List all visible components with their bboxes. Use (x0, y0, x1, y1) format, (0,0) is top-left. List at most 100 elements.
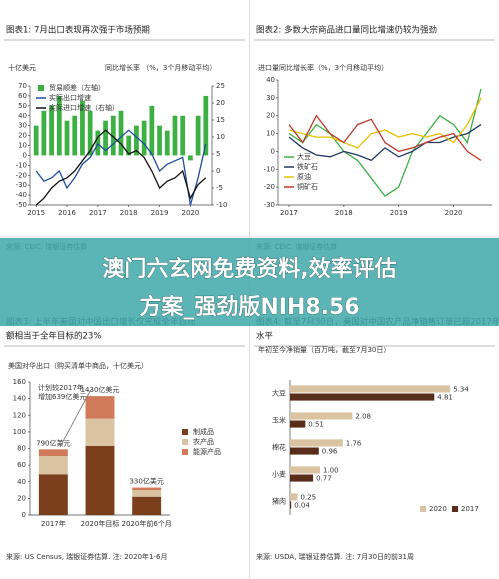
chart-title: 图表1: 7月出口表现再次强于市场预期 (6, 25, 150, 36)
bar (134, 125, 139, 156)
bar (56, 95, 62, 156)
banner-line: 澳门六玄网免费资料,效率评估 (102, 256, 396, 282)
banner: 澳门六玄网免费资料,效率评估 方案_强劲版NIH8.56 (0, 238, 499, 326)
y2-tick-label: -5 (216, 184, 223, 192)
axis-label: 美国对华出口（购买清单中商品，十亿美元） (8, 361, 148, 370)
bar (64, 120, 70, 156)
bar (203, 95, 209, 156)
bar (149, 105, 155, 156)
value-label: 2.08 (355, 412, 371, 420)
y-tick-label: 10 (18, 142, 27, 150)
chart-title: 额相当于全年目标的23% (6, 331, 101, 342)
bar (49, 105, 54, 156)
y-tick-label: 30 (18, 122, 27, 130)
value-label: 0.96 (322, 448, 338, 456)
banner-line: 方案_强劲版NIH8.56 (139, 294, 359, 320)
axis-label: 十亿美元 (8, 63, 36, 72)
y-tick-label: 20 (18, 132, 27, 140)
value-label: 0.25 (301, 493, 317, 501)
y-tick-label: 140 (13, 395, 26, 403)
line (35, 129, 207, 206)
y2-tick-label: -10 (216, 201, 227, 209)
legend-label: 农产品 (193, 437, 214, 446)
y-tick-label: -10 (264, 165, 275, 173)
y2-tick-label: 25 (216, 82, 225, 90)
annotation: 330亿美元 (129, 477, 163, 486)
legend-label: 2020 (429, 505, 447, 513)
bar (132, 487, 162, 491)
bar (290, 385, 451, 393)
bar (180, 115, 186, 156)
bar (188, 155, 193, 161)
legend-swatch (182, 439, 188, 445)
y-tick-label: 小麦 (272, 470, 286, 479)
chart-title: 图表2: 多数大宗商品进口量同比增速仍较为强劲 (256, 25, 437, 36)
y-tick-label: 60 (17, 461, 26, 469)
x-tick-label: 2020年前6个月 (122, 519, 172, 528)
bar (38, 449, 68, 456)
x-tick-label: 2016 (58, 209, 76, 217)
legend-swatch (452, 506, 458, 512)
bar (38, 474, 68, 515)
y-tick-label: 30 (266, 94, 275, 102)
y-tick-label: 40 (266, 76, 275, 84)
x-tick-label: 2020 (445, 209, 463, 217)
x-tick-label: 2017年 (41, 519, 66, 528)
bar (290, 412, 353, 420)
note: 增加639亿美元 (38, 392, 86, 401)
bar (290, 420, 306, 428)
source: 来源: US Census, 瑞银证券估算. 注: 2020年1-6月 (6, 552, 167, 561)
bar (85, 418, 115, 447)
y-tick-label: 棉花 (272, 443, 286, 452)
bar (290, 501, 292, 509)
y-tick-label: 猪肉 (272, 497, 286, 506)
x-tick-label: 2018 (120, 209, 138, 217)
x-tick-label: 2018 (335, 209, 353, 217)
bar (164, 130, 170, 156)
bar (290, 439, 343, 447)
value-label: 0.04 (294, 502, 310, 510)
bar (172, 115, 178, 156)
bar (118, 110, 124, 156)
bar (85, 446, 115, 515)
x-tick-label: 2020 (181, 209, 199, 217)
legend-swatch (38, 85, 44, 91)
y-tick-label: 100 (13, 428, 26, 436)
y-tick-label: 玉米 (272, 416, 286, 425)
value-label: 1.76 (346, 439, 362, 447)
annotation: 1430亿美元 (81, 385, 120, 394)
chart-title: 水平 (256, 331, 274, 342)
line (288, 97, 482, 149)
legend-label: 原油 (297, 172, 311, 181)
bar (290, 474, 314, 482)
y-tick-label: 60 (18, 92, 27, 100)
legend-label: 2017 (461, 505, 479, 513)
y-tick-label: 120 (13, 411, 26, 419)
legend-label: 实际出口增速 (49, 93, 91, 102)
legend-label: 制成品 (193, 427, 214, 436)
y-tick-label: 20 (17, 494, 26, 502)
y-tick-label: 20 (266, 112, 275, 120)
banner-bg (0, 238, 499, 326)
legend-label: 铁矿石 (297, 162, 318, 171)
bar (132, 490, 162, 497)
source: 来源: USDA, 瑞银证券估算. 注: 7月30日的前31周 (256, 552, 414, 561)
legend-label: 能源产品 (193, 447, 221, 456)
bar (80, 100, 85, 156)
bar (126, 135, 132, 156)
x-tick-label: 2019 (151, 209, 169, 217)
legend-label: 大豆 (297, 152, 311, 161)
y-tick-label: 80 (17, 445, 26, 453)
y2-tick-label: 15 (216, 116, 225, 124)
bar (110, 115, 116, 156)
bar (290, 493, 298, 501)
bar (87, 110, 93, 156)
bar (85, 396, 115, 419)
y-tick-label: 0 (23, 151, 27, 159)
legend-label: 贸易顺差（左轴） (49, 83, 105, 92)
value-label: 0.51 (308, 421, 324, 429)
note: 计划较2017年 (38, 383, 84, 392)
legend-label: 实际进口增速（右轴） (49, 103, 119, 112)
